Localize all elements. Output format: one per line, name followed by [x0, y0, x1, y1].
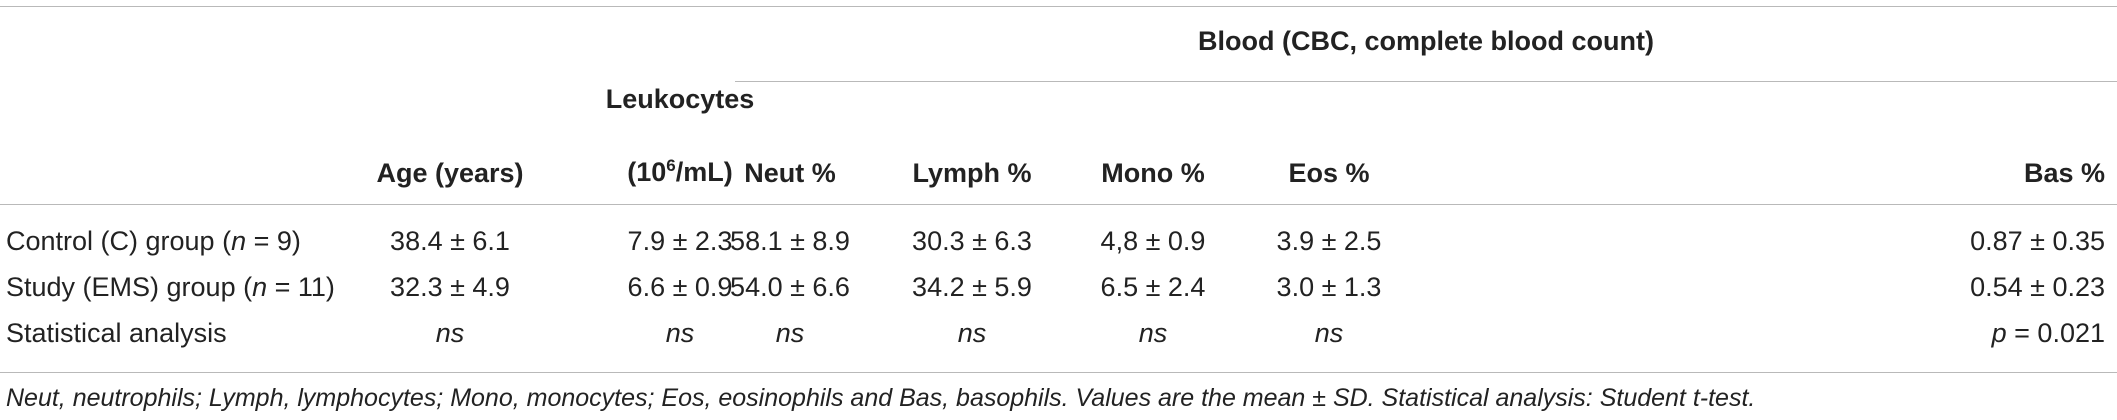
table-top-rule [0, 6, 2117, 7]
col-header-lymph: Lymph % [912, 158, 1032, 188]
group-header-rule [735, 81, 2117, 82]
cell-stat-lymph: ns [957, 318, 987, 348]
col-header-neut: Neut % [744, 158, 836, 188]
cell-control-neut: 58.1 ± 8.9 [730, 226, 850, 256]
cell-study-eos: 3.0 ± 1.3 [1276, 272, 1382, 302]
cell-control-eos: 3.9 ± 2.5 [1276, 226, 1382, 256]
header-bottom-rule [0, 204, 2117, 205]
table-footnote: Neut, neutrophils; Lymph, lymphocytes; M… [6, 384, 1756, 412]
cell-stat-bas: p = 0.021 [1991, 318, 2105, 348]
row-label-control: Control (C) group (n = 9) [6, 226, 301, 256]
table-bottom-rule [0, 372, 2117, 373]
cell-stat-age: ns [435, 318, 465, 348]
cell-control-leukocytes: 7.9 ± 2.3 [627, 226, 733, 256]
col-header-mono: Mono % [1101, 158, 1205, 188]
col-header-eos: Eos % [1288, 158, 1370, 188]
row-label-study: Study (EMS) group (n = 11) [6, 272, 335, 302]
row-label-statistical-analysis: Statistical analysis [6, 318, 227, 348]
cell-control-bas: 0.87 ± 0.35 [1970, 226, 2105, 256]
cell-study-mono: 6.5 ± 2.4 [1100, 272, 1206, 302]
cell-study-bas: 0.54 ± 0.23 [1970, 272, 2105, 302]
cell-control-lymph: 30.3 ± 6.3 [912, 226, 1032, 256]
cell-stat-mono: ns [1138, 318, 1168, 348]
cell-control-age: 38.4 ± 6.1 [390, 226, 510, 256]
col-header-leukocytes-line1: Leukocytes [605, 84, 755, 114]
group-header-blood-cbc: Blood (CBC, complete blood count) [1198, 26, 1654, 56]
col-header-bas: Bas % [2023, 158, 2105, 188]
cell-study-neut: 54.0 ± 6.6 [730, 272, 850, 302]
cell-study-age: 32.3 ± 4.9 [390, 272, 510, 302]
cell-stat-leukocytes: ns [665, 318, 695, 348]
col-header-leukocytes-line2: (106/mL) [627, 156, 733, 187]
cell-study-lymph: 34.2 ± 5.9 [912, 272, 1032, 302]
col-header-age: Age (years) [376, 158, 524, 188]
cell-stat-eos: ns [1314, 318, 1344, 348]
col-header-leukocytes: Leukocytes (106/mL) [560, 78, 800, 188]
cell-stat-neut: ns [775, 318, 805, 348]
cell-control-mono: 4,8 ± 0.9 [1100, 226, 1206, 256]
cell-study-leukocytes: 6.6 ± 0.9 [627, 272, 733, 302]
